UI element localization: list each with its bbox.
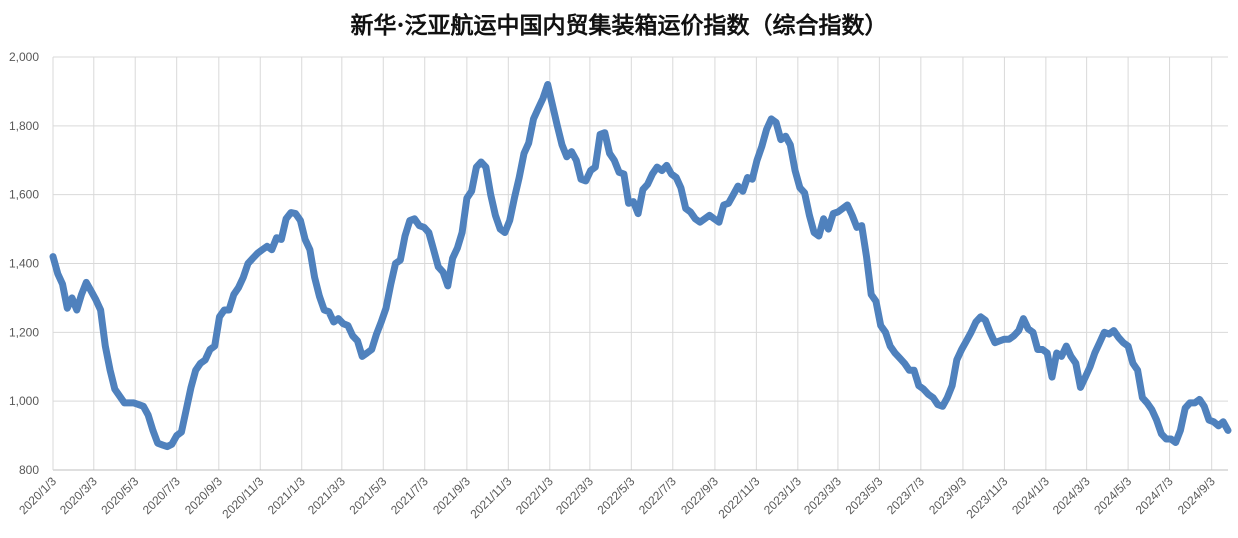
chart-title: 新华·泛亚航运中国内贸集装箱运价指数（综合指数） [350,12,888,39]
y-tick-label: 1,400 [9,257,39,271]
y-tick-label: 800 [19,463,39,477]
x-tick-label: 2020/3/3 [57,474,100,517]
x-tick-label: 2020/1/3 [16,474,59,517]
x-tick-label: 2023/3/3 [801,474,844,517]
x-tick-label: 2022/7/3 [636,474,679,517]
x-tick-label: 2023/5/3 [843,474,886,517]
x-tick-label: 2023/7/3 [884,474,927,517]
y-tick-label: 1,800 [9,119,39,133]
y-tick-label: 1,600 [9,188,39,202]
x-tick-label: 2022/11/3 [715,474,762,521]
x-tick-label: 2020/7/3 [140,474,183,517]
x-tick-label: 2022/5/3 [595,474,638,517]
x-tick-label: 2024/9/3 [1175,474,1218,517]
series-group [49,81,1232,451]
x-tick-label: 2020/5/3 [98,474,141,517]
x-tick-label: 2021/7/3 [388,474,431,517]
grid-lines [52,56,1228,471]
x-tick-label: 2023/11/3 [964,474,1011,521]
x-tick-label: 2023/1/3 [761,474,804,517]
x-tick-label: 2022/1/3 [513,474,556,517]
x-tick-label: 2021/1/3 [265,474,308,517]
x-tick-label: 2021/5/3 [346,474,389,517]
y-tick-label: 2,000 [9,50,39,64]
x-tick-label: 2024/7/3 [1133,474,1176,517]
series-line [49,81,1232,451]
x-tick-label: 2024/5/3 [1091,474,1134,517]
x-tick-label: 2021/11/3 [467,474,514,521]
y-tick-label: 1,000 [9,394,39,408]
x-tick-label: 2024/1/3 [1009,474,1052,517]
x-tick-label: 2024/3/3 [1050,474,1093,517]
y-axis-ticks: 800 1,000 1,200 1,400 1,600 1,800 2,000 [9,50,39,477]
x-tick-label: 2021/3/3 [305,474,348,517]
y-tick-label: 1,200 [9,325,39,339]
x-tick-label: 2022/3/3 [553,474,596,517]
x-tick-label: 2020/11/3 [219,474,266,521]
